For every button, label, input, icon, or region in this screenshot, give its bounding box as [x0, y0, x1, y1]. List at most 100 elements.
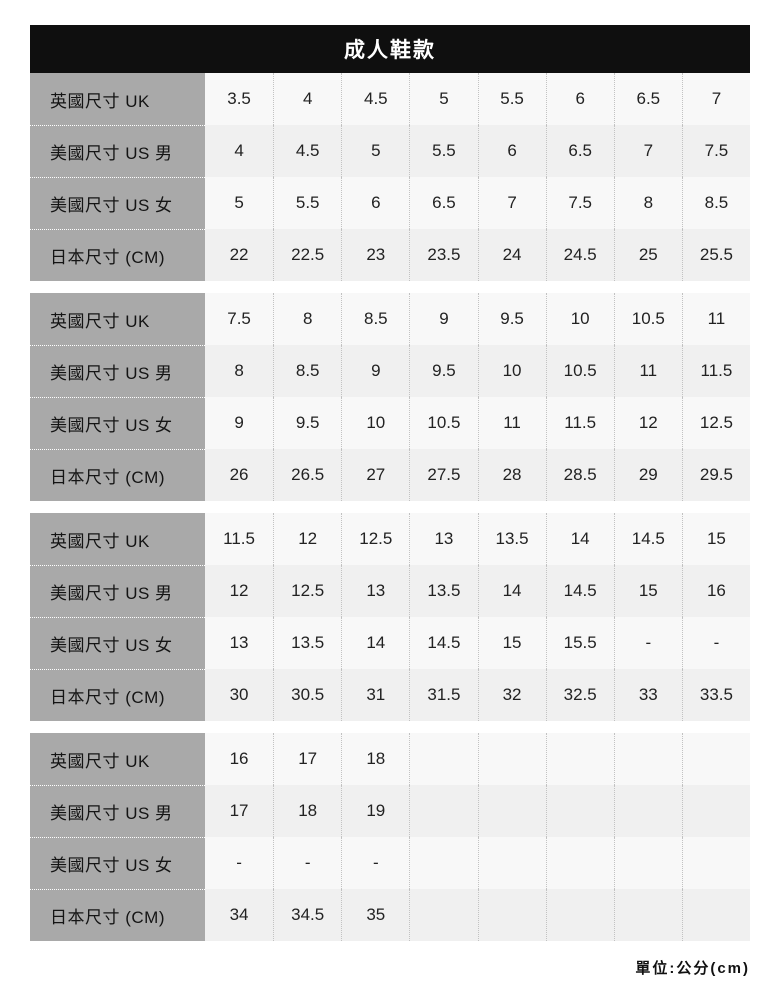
size-row-us-women: 美國尺寸 US 女 5 5.5 6 6.5 7 7.5 8 8.5: [30, 177, 750, 229]
row-label-us-women: 美國尺寸 US 女: [30, 177, 205, 229]
size-cell: 11.5: [681, 345, 750, 397]
size-cell: 35: [341, 889, 410, 941]
size-cell: 11: [477, 397, 546, 449]
size-row-uk: 英國尺寸 UK 11.5 12 12.5 13 13.5 14 14.5 15: [30, 513, 750, 565]
size-cell: 4: [205, 125, 274, 177]
row-label-jp-cm: 日本尺寸 (CM): [30, 229, 205, 281]
size-cell: -: [341, 837, 410, 889]
size-cell: 29.5: [681, 449, 750, 501]
size-cell: 7.5: [681, 125, 750, 177]
size-cell: 18: [341, 733, 410, 785]
size-cell: 11.5: [205, 513, 274, 565]
size-cell: 16: [205, 733, 274, 785]
row-label-us-men: 美國尺寸 US 男: [30, 125, 205, 177]
size-cell: [681, 889, 750, 941]
size-row-us-men: 美國尺寸 US 男 4 4.5 5 5.5 6 6.5 7 7.5: [30, 125, 750, 177]
size-cell: 14.5: [409, 617, 478, 669]
size-cell: 28.5: [545, 449, 614, 501]
size-cell: 7: [613, 125, 682, 177]
size-cell: 13.5: [409, 565, 478, 617]
size-block: 英國尺寸 UK 16 17 18 美國尺寸 US 男 17 18 19 美國尺寸 US 女---…: [30, 733, 750, 941]
size-cell: 33: [613, 669, 682, 721]
size-cell: [613, 837, 682, 889]
size-cell: 14.5: [545, 565, 614, 617]
size-cell: 9.5: [477, 293, 546, 345]
size-block: 英國尺寸 UK 3.5 4 4.5 5 5.5 6 6.5 7 美國尺寸 US 男 4 4.5 5 5.5…: [30, 73, 750, 281]
size-cell: 22: [205, 229, 274, 281]
row-label-us-women: 美國尺寸 US 女: [30, 617, 205, 669]
size-cell: 34: [205, 889, 274, 941]
size-cell: [613, 733, 682, 785]
size-cell: [477, 889, 546, 941]
size-cell: 31: [341, 669, 410, 721]
row-label-jp-cm: 日本尺寸 (CM): [30, 449, 205, 501]
size-cell: 28: [477, 449, 546, 501]
size-row-us-men: 美國尺寸 US 男 8 8.5 9 9.5 10 10.5 11 11.5: [30, 345, 750, 397]
size-cell: 6: [545, 73, 614, 125]
size-cell: 13: [205, 617, 274, 669]
size-cell: 25: [613, 229, 682, 281]
size-cell: 32: [477, 669, 546, 721]
size-cell: 25.5: [681, 229, 750, 281]
size-cell: 13: [409, 513, 478, 565]
size-cell: 8: [205, 345, 274, 397]
size-cell: 15: [477, 617, 546, 669]
size-cell: 34.5: [273, 889, 342, 941]
row-label-uk: 英國尺寸 UK: [30, 73, 205, 125]
size-cell: 5.5: [477, 73, 546, 125]
size-cell: -: [613, 617, 682, 669]
size-block: 英國尺寸 UK 11.5 12 12.5 13 13.5 14 14.5 15 美國尺寸 US 男…: [30, 513, 750, 721]
size-cell: -: [273, 837, 342, 889]
row-label-jp-cm: 日本尺寸 (CM): [30, 669, 205, 721]
size-cell: 5: [409, 73, 478, 125]
size-cell: 16: [681, 565, 750, 617]
size-cell: 10.5: [409, 397, 478, 449]
size-cell: 29: [613, 449, 682, 501]
size-cell: 8: [613, 177, 682, 229]
size-cell: 15: [681, 513, 750, 565]
size-cell: 10: [477, 345, 546, 397]
size-cell: 6: [477, 125, 546, 177]
size-cell: 23: [341, 229, 410, 281]
size-cell: 12: [613, 397, 682, 449]
size-cell: 30: [205, 669, 274, 721]
size-cell: 9.5: [409, 345, 478, 397]
size-cell: 12.5: [273, 565, 342, 617]
size-cell: 6: [341, 177, 410, 229]
table-title: 成人鞋款: [30, 25, 750, 73]
size-cell: [477, 733, 546, 785]
size-row-us-men: 美國尺寸 US 男 12 12.5 13 13.5 14 14.5 15 16: [30, 565, 750, 617]
row-label-us-men: 美國尺寸 US 男: [30, 565, 205, 617]
size-cell: 9.5: [273, 397, 342, 449]
size-cell: 12: [273, 513, 342, 565]
size-cell: 8.5: [273, 345, 342, 397]
size-row-us-men: 美國尺寸 US 男 17 18 19: [30, 785, 750, 837]
size-cell: 33.5: [681, 669, 750, 721]
size-cell: 7.5: [205, 293, 274, 345]
size-row-jp-cm: 日本尺寸 (CM) 30 30.5 31 31.5 32 32.5 33 33.5: [30, 669, 750, 721]
size-cell: 22.5: [273, 229, 342, 281]
size-cell: -: [205, 837, 274, 889]
size-cell: 11.5: [545, 397, 614, 449]
size-cell: 7: [477, 177, 546, 229]
size-cell: 26.5: [273, 449, 342, 501]
row-label-uk: 英國尺寸 UK: [30, 733, 205, 785]
size-cell: 13.5: [273, 617, 342, 669]
size-cell: [409, 889, 478, 941]
size-cell: 27: [341, 449, 410, 501]
size-cell: 7.5: [545, 177, 614, 229]
size-cell: 10.5: [613, 293, 682, 345]
size-cell: 11: [613, 345, 682, 397]
size-cell: [545, 785, 614, 837]
size-row-us-women: 美國尺寸 US 女 9 9.5 10 10.5 11 11.5 12 12.5: [30, 397, 750, 449]
size-cell: [409, 837, 478, 889]
size-cell: 9: [205, 397, 274, 449]
size-cell: [409, 785, 478, 837]
size-cell: 10: [341, 397, 410, 449]
size-cell: [681, 837, 750, 889]
row-label-us-women: 美國尺寸 US 女: [30, 837, 205, 889]
adult-shoe-size-table: 成人鞋款 英國尺寸 UK 3.5 4 4.5 5 5.5 6 6.5 7 美國尺寸 US 男 4 4.…: [30, 25, 750, 941]
size-cell: 5: [205, 177, 274, 229]
size-cell: [613, 889, 682, 941]
size-cell: 12.5: [341, 513, 410, 565]
